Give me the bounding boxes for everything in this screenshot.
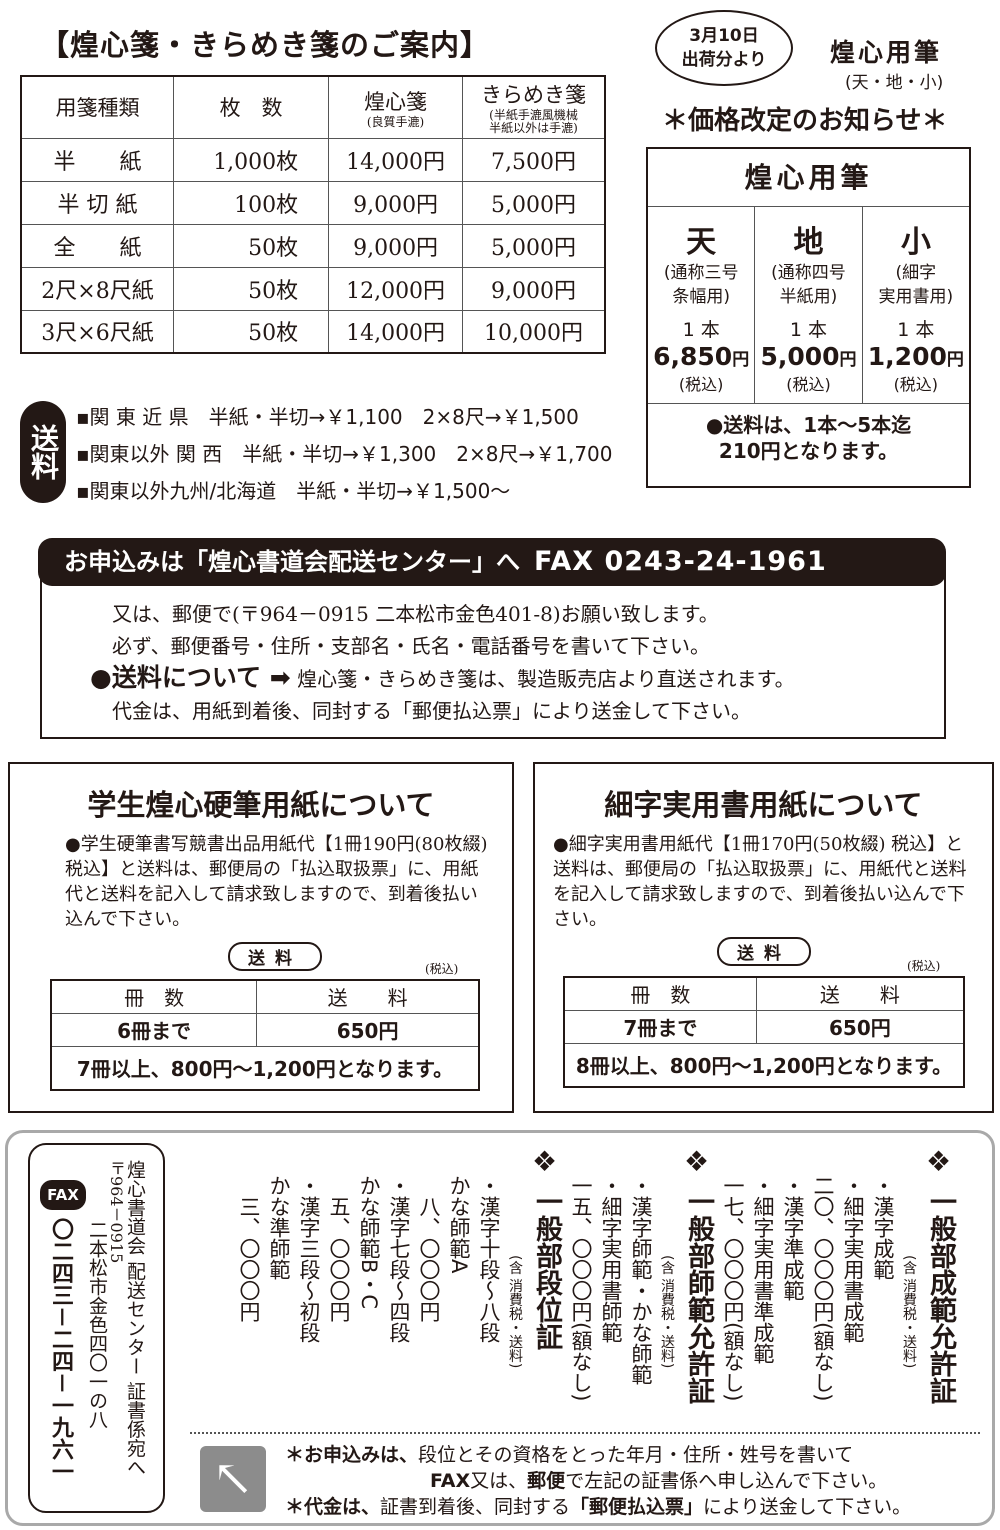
cert-line: ・細字実用書成範 <box>841 1175 865 1343</box>
section-title: 細字実用書用紙について <box>604 788 923 822</box>
cert-line: ・漢字十段～八段 <box>477 1175 501 1343</box>
cert-line: ・漢字師範・かな師範 <box>629 1175 653 1385</box>
cert-title: 一般部段位証 <box>531 1188 562 1350</box>
description: ●細字実用書用紙代【1冊170円(50枚綴) 税込】と送料は、郵便局の「払込取扱… <box>553 834 967 930</box>
shipping-tag: 送料 <box>228 942 322 971</box>
cert-title: 一般部師範允許証 <box>683 1188 714 1404</box>
table-row: 半 紙 1,000枚 14,000円 7,500円 <box>20 137 606 182</box>
cert-subtitle: (含 消費税・送料) <box>901 1255 917 1369</box>
date-bubble: 3月10日 出荷分より <box>655 10 793 86</box>
cert-line: ・漢字準成範 <box>781 1175 805 1301</box>
cert-line: ・漢字七段～四段 <box>387 1175 411 1343</box>
shipping-badge: 送料 <box>20 401 66 503</box>
address-box <box>28 1143 165 1513</box>
fine-paper-box: 細字実用書用紙について ●細字実用書用紙代【1冊170円(50枚綴) 税込】と送… <box>533 762 994 1113</box>
cert-line: 八、〇〇〇円 <box>417 1175 441 1322</box>
shipping-table: 冊 数送 料 7冊まで 650円 8冊以上、800円～1,200円となります。 <box>563 976 965 1088</box>
cert-line: かな準師範 <box>267 1175 291 1280</box>
header-kirameki: きらめき箋 (半紙手漉風機械 半紙以外は手漉) <box>461 75 606 139</box>
pen-shipping-note: ●送料は、1本～5本迄 210円となります。 <box>705 413 912 463</box>
address-line: 煌心書道会 配送センター 証書係宛へ <box>124 1160 146 1477</box>
pen-item: 小 (細字 実用書用) 1 本 1,200円 (税込) <box>867 225 964 394</box>
header-koushin: 煌心箋 (良質手漉) <box>328 75 463 139</box>
pen-price-box: 煌心用筆 天 (通称三号 条幅用) 1 本 6,850円 (税込) 地 (通称四号 半紙用… <box>646 147 971 488</box>
shipping-table: 冊 数送 料 6冊まで 650円 7冊以上、800円～1,200円となります。 <box>50 979 480 1091</box>
header-count: 枚 数 <box>172 75 330 139</box>
diamond-icon: ❖ <box>926 1145 952 1178</box>
table-row: 全 紙 50枚 9,000円 5,000円 <box>20 223 606 268</box>
description: ●学生硬筆書写競書出品用紙代【1冊190円(80枚綴) 税込】と送料は、郵便局の… <box>65 834 488 930</box>
cert-line: ・漢字三段～初段 <box>297 1175 321 1343</box>
cert-line: 五、〇〇〇円 <box>327 1175 351 1322</box>
shipping-row: ▪関 東 近 県 半紙・半切→￥1,100 2×8尺→￥1,500 <box>76 405 579 429</box>
fax-number: FAX 0243-24-1961 <box>534 546 827 577</box>
section-title: 学生煌心硬筆用紙について <box>87 788 435 822</box>
cert-fax-number: 〇二四三－二四－一九六一 <box>48 1218 73 1483</box>
pen-item: 天 (通称三号 条幅用) 1 本 6,850円 (税込) <box>648 207 756 403</box>
pen-item: 地 (通称四号 半紙用) 1 本 5,000円 (税込) <box>755 207 863 403</box>
cert-line: かな師範A <box>447 1175 471 1274</box>
order-info-box: 又は、郵便で(〒964－0915 二本松市金色401-8)お願い致します。 必ず… <box>40 560 946 739</box>
arrow-up-left-icon: ↖ <box>200 1446 266 1512</box>
student-paper-box: 学生煌心硬筆用紙について ●学生硬筆書写競書出品用紙代【1冊190円(80枚綴)… <box>8 762 514 1113</box>
diamond-icon: ❖ <box>684 1145 710 1178</box>
diamond-icon: ❖ <box>532 1145 558 1178</box>
cert-line: 一五、〇〇〇円(額なし) <box>569 1175 593 1402</box>
note-line: FAX又は、郵便で左記の証書係へ申し込んで下さい。 <box>430 1470 888 1492</box>
table-row: 半 切 紙 100枚 9,000円 5,000円 <box>20 180 606 225</box>
cert-line: 一七、〇〇〇円(額なし) <box>721 1175 745 1402</box>
cert-line: 三、〇〇〇円 <box>237 1175 261 1322</box>
cert-line: ・細字実用書準成範 <box>751 1175 775 1364</box>
cert-subtitle: (含 消費税・送料) <box>507 1255 523 1369</box>
cert-line: 二〇、〇〇〇円(額なし) <box>811 1175 835 1402</box>
header-type: 用箋種類 <box>20 75 174 139</box>
shipping-row: ▪関東以外 関 西 半紙・半切→￥1,300 2×8尺→￥1,700 <box>76 442 613 466</box>
shipping-tag: 送料 <box>717 937 811 966</box>
address-line: 二本松市金色四〇一の八 <box>86 1220 108 1429</box>
pen-title: 煌心用筆 <box>830 38 943 67</box>
shipping-row: ▪関東以外九州/北海道 半紙・半切→￥1,500～ <box>76 479 511 503</box>
address-line: 〒964－0915 <box>107 1160 126 1264</box>
shipping-section: 送料 ▪関 東 近 県 半紙・半切→￥1,100 2×8尺→￥1,500 ▪関東… <box>20 393 620 513</box>
cert-line: かな師範B・C <box>357 1175 381 1310</box>
table-row: 3尺×6尺紙 50枚 14,000円 10,000円 <box>20 309 606 354</box>
cert-subtitle: (含 消費税・送料) <box>659 1255 675 1369</box>
fax-logo: FAX <box>40 1180 86 1210</box>
note-line: ＊お申込みは、段位とその資格をとった年月・住所・姓号を書いて <box>285 1444 854 1466</box>
order-banner: お申込みは「煌心書道会配送センター」へ FAX 0243-24-1961 <box>38 538 946 586</box>
table-row: 2尺×8尺紙 50枚 12,000円 9,000円 <box>20 266 606 311</box>
certificate-section <box>5 1130 995 1526</box>
pen-subtitle: (天・地・小) <box>845 73 944 93</box>
cert-line: ・細字実用書師範 <box>599 1175 623 1343</box>
page-title: 【煌心箋・きらめき箋のご案内】 <box>40 28 491 62</box>
pen-box-title: 煌心用筆 <box>648 149 969 207</box>
paper-price-table: 用箋種類 枚 数 煌心箋 (良質手漉) きらめき箋 (半紙手漉風機械 半紙以外は手漉)… <box>20 75 606 354</box>
cert-line: ・漢字成範 <box>871 1175 895 1280</box>
certificate-columns: 一般部成範允許証 (含 消費税・送料) ・漢字成範 ・細字実用書成範 二〇、〇〇… <box>234 1175 960 1404</box>
divider <box>190 1432 980 1434</box>
cert-title: 一般部成範允許証 <box>925 1188 956 1404</box>
price-revision-notice: ＊価格改定のお知らせ＊ <box>662 106 948 136</box>
note-line: ＊代金は、証書到着後、同封する「郵便払込票」により送金して下さい。 <box>285 1496 912 1518</box>
